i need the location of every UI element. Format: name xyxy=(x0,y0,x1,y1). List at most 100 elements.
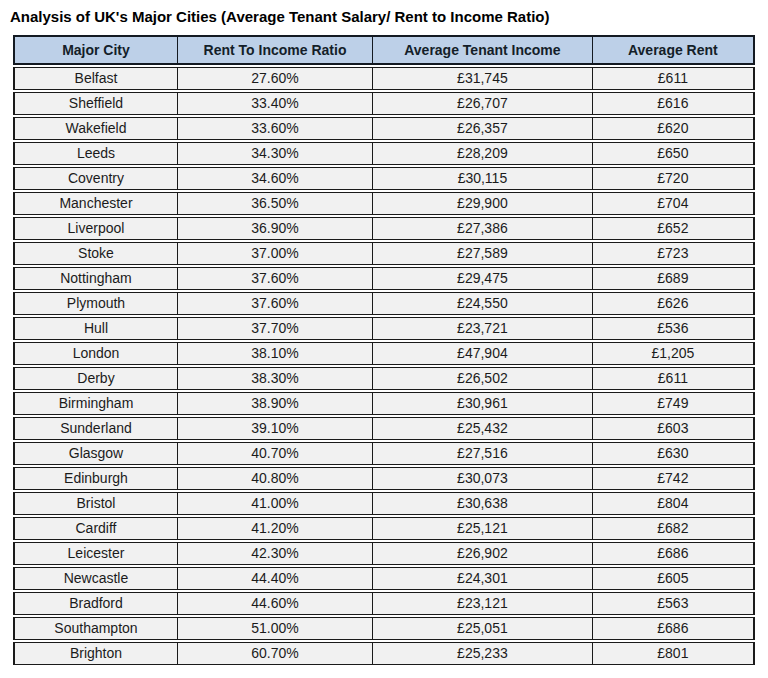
cell-city: Southampton xyxy=(13,617,177,640)
cell-ratio: 44.40% xyxy=(177,567,372,590)
table-row: London 38.10% £47,904 £1,205 xyxy=(13,342,755,365)
cell-income: £25,432 xyxy=(372,417,592,440)
table-row: Birmingham 38.90% £30,961 £749 xyxy=(13,392,755,415)
cell-ratio: 38.10% xyxy=(177,342,372,365)
cell-city: Stoke xyxy=(13,242,177,265)
cell-rent: £616 xyxy=(592,92,755,115)
cell-ratio: 37.70% xyxy=(177,317,372,340)
cell-ratio: 33.60% xyxy=(177,117,372,140)
cell-ratio: 36.50% xyxy=(177,192,372,215)
cell-rent: £686 xyxy=(592,617,755,640)
cell-city: Leicester xyxy=(13,542,177,565)
cell-ratio: 33.40% xyxy=(177,92,372,115)
cell-city: Newcastle xyxy=(13,567,177,590)
cell-rent: £1,205 xyxy=(592,342,755,365)
cell-ratio: 44.60% xyxy=(177,592,372,615)
cell-rent: £720 xyxy=(592,167,755,190)
header-rent-to-income-ratio: Rent To Income Ratio xyxy=(177,35,372,65)
cell-ratio: 34.30% xyxy=(177,142,372,165)
cell-rent: £704 xyxy=(592,192,755,215)
cell-rent: £620 xyxy=(592,117,755,140)
cell-rent: £686 xyxy=(592,542,755,565)
cell-income: £30,073 xyxy=(372,467,592,490)
cell-income: £25,051 xyxy=(372,617,592,640)
header-average-tenant-income: Average Tenant Income xyxy=(372,35,592,65)
table-row: Bristol 41.00% £30,638 £804 xyxy=(13,492,755,515)
cell-rent: £652 xyxy=(592,217,755,240)
table-row: Newcastle 44.40% £24,301 £605 xyxy=(13,567,755,590)
cell-income: £24,550 xyxy=(372,292,592,315)
table-header: Major City Rent To Income Ratio Average … xyxy=(13,35,755,65)
cell-rent: £689 xyxy=(592,267,755,290)
cell-ratio: 40.70% xyxy=(177,442,372,465)
page-title: Analysis of UK's Major Cities (Average T… xyxy=(0,0,768,26)
city-data-table: Major City Rent To Income Ratio Average … xyxy=(13,33,755,667)
table-row: Plymouth 37.60% £24,550 £626 xyxy=(13,292,755,315)
table-row: Wakefield 33.60% £26,357 £620 xyxy=(13,117,755,140)
cell-city: Sunderland xyxy=(13,417,177,440)
table-row: Brighton 60.70% £25,233 £801 xyxy=(13,642,755,665)
cell-rent: £605 xyxy=(592,567,755,590)
cell-rent: £804 xyxy=(592,492,755,515)
cell-city: Leeds xyxy=(13,142,177,165)
cell-city: Liverpool xyxy=(13,217,177,240)
cell-ratio: 27.60% xyxy=(177,67,372,90)
table-row: Edinburgh 40.80% £30,073 £742 xyxy=(13,467,755,490)
cell-city: London xyxy=(13,342,177,365)
cell-income: £26,902 xyxy=(372,542,592,565)
cell-rent: £801 xyxy=(592,642,755,665)
cell-rent: £563 xyxy=(592,592,755,615)
cell-rent: £650 xyxy=(592,142,755,165)
table-row: Nottingham 37.60% £29,475 £689 xyxy=(13,267,755,290)
cell-rent: £749 xyxy=(592,392,755,415)
header-average-rent: Average Rent xyxy=(592,35,755,65)
cell-ratio: 37.00% xyxy=(177,242,372,265)
cell-rent: £742 xyxy=(592,467,755,490)
cell-ratio: 34.60% xyxy=(177,167,372,190)
cell-city: Belfast xyxy=(13,67,177,90)
cell-income: £26,502 xyxy=(372,367,592,390)
table-row: Derby 38.30% £26,502 £611 xyxy=(13,367,755,390)
table-body: Belfast 27.60% £31,745 £611 Sheffield 33… xyxy=(13,67,755,665)
table-row: Sunderland 39.10% £25,432 £603 xyxy=(13,417,755,440)
cell-income: £27,386 xyxy=(372,217,592,240)
cell-rent: £611 xyxy=(592,67,755,90)
cell-income: £25,121 xyxy=(372,517,592,540)
cell-ratio: 42.30% xyxy=(177,542,372,565)
header-row: Major City Rent To Income Ratio Average … xyxy=(13,35,755,65)
cell-income: £24,301 xyxy=(372,567,592,590)
cell-city: Glasgow xyxy=(13,442,177,465)
cell-income: £26,357 xyxy=(372,117,592,140)
cell-city: Plymouth xyxy=(13,292,177,315)
cell-ratio: 37.60% xyxy=(177,292,372,315)
cell-income: £28,209 xyxy=(372,142,592,165)
header-major-city: Major City xyxy=(13,35,177,65)
cell-ratio: 40.80% xyxy=(177,467,372,490)
cell-ratio: 41.00% xyxy=(177,492,372,515)
page: Analysis of UK's Major Cities (Average T… xyxy=(0,0,768,678)
cell-income: £29,900 xyxy=(372,192,592,215)
cell-rent: £630 xyxy=(592,442,755,465)
cell-income: £30,115 xyxy=(372,167,592,190)
cell-income: £30,961 xyxy=(372,392,592,415)
cell-rent: £682 xyxy=(592,517,755,540)
cell-income: £29,475 xyxy=(372,267,592,290)
cell-city: Brighton xyxy=(13,642,177,665)
cell-rent: £603 xyxy=(592,417,755,440)
cell-rent: £723 xyxy=(592,242,755,265)
table-row: Stoke 37.00% £27,589 £723 xyxy=(13,242,755,265)
cell-ratio: 36.90% xyxy=(177,217,372,240)
cell-city: Manchester xyxy=(13,192,177,215)
table-row: Coventry 34.60% £30,115 £720 xyxy=(13,167,755,190)
cell-rent: £626 xyxy=(592,292,755,315)
cell-income: £47,904 xyxy=(372,342,592,365)
cell-ratio: 38.90% xyxy=(177,392,372,415)
cell-ratio: 38.30% xyxy=(177,367,372,390)
cell-city: Birmingham xyxy=(13,392,177,415)
table-row: Bradford 44.60% £23,121 £563 xyxy=(13,592,755,615)
cell-city: Coventry xyxy=(13,167,177,190)
table-row: Cardiff 41.20% £25,121 £682 xyxy=(13,517,755,540)
cell-city: Bristol xyxy=(13,492,177,515)
table-row: Leeds 34.30% £28,209 £650 xyxy=(13,142,755,165)
cell-ratio: 51.00% xyxy=(177,617,372,640)
